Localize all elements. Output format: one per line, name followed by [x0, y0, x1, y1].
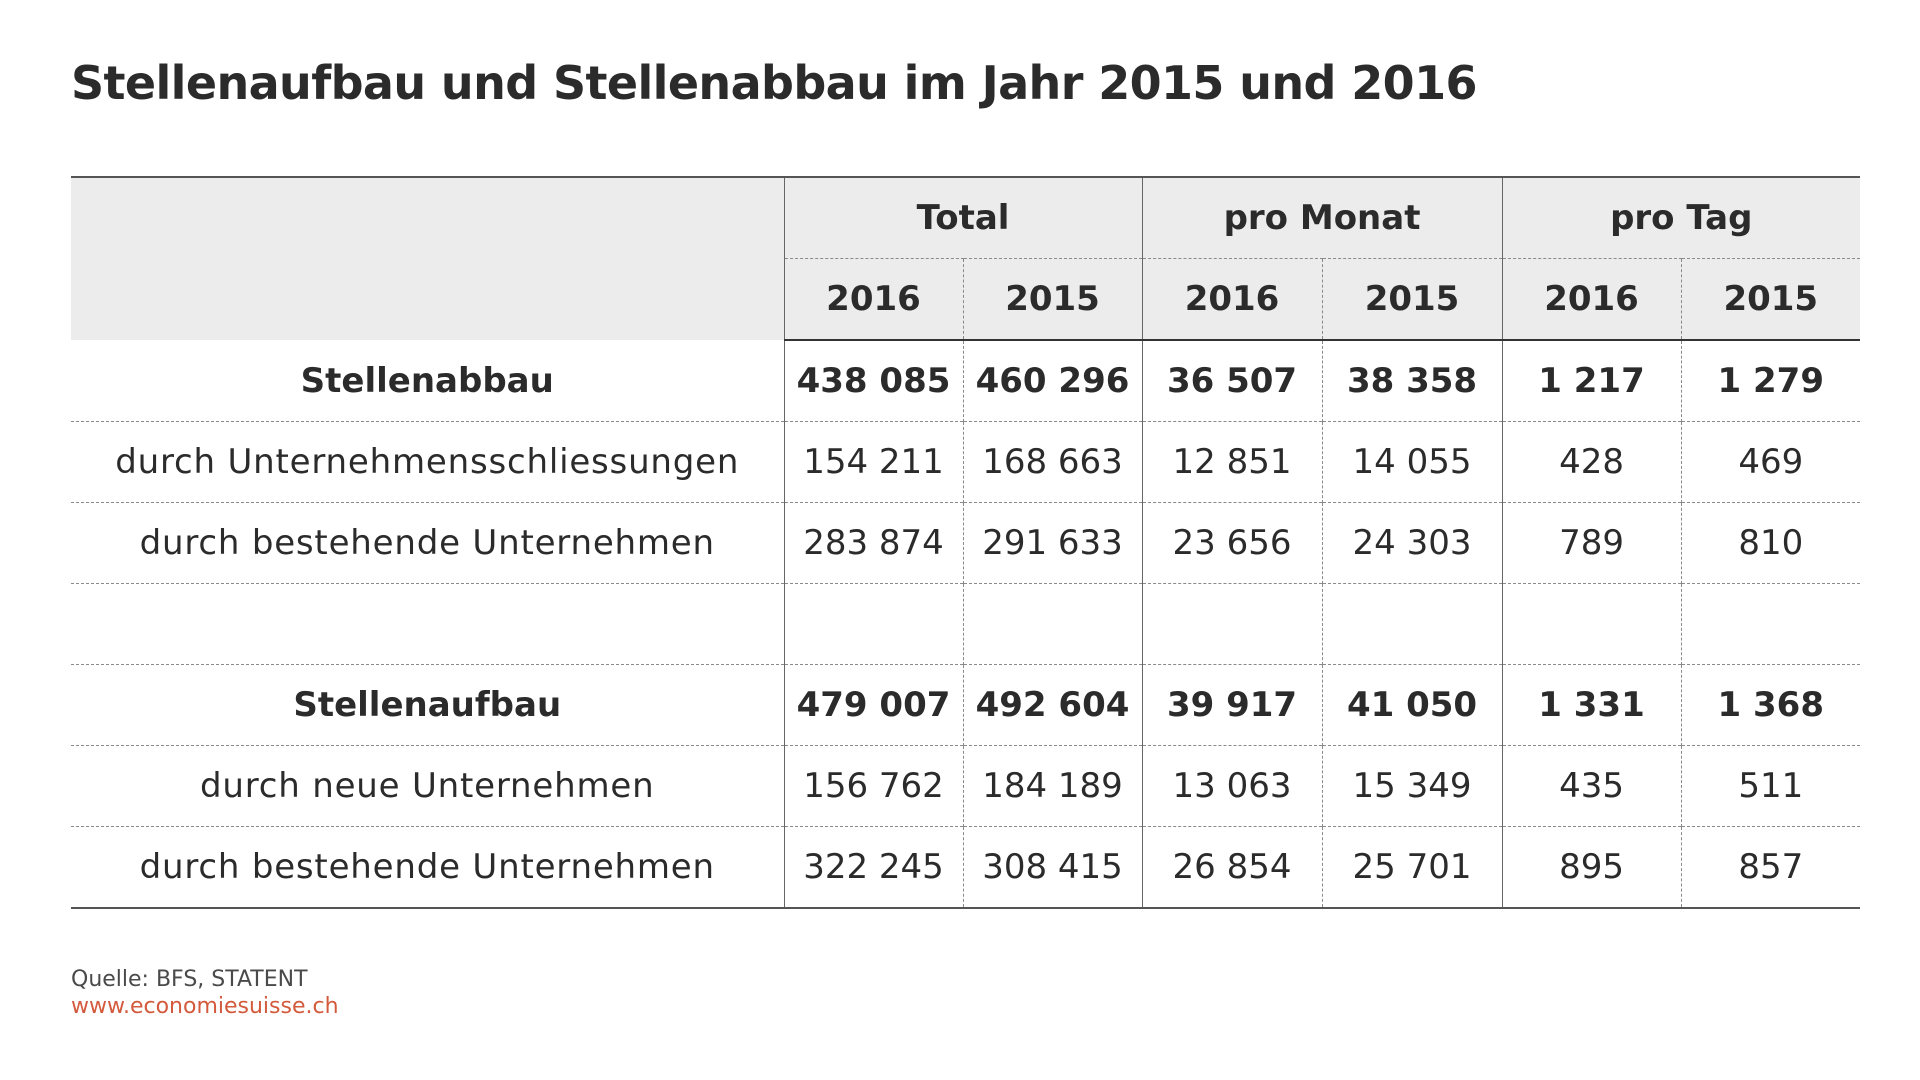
table-cell: 283 874 — [783, 502, 963, 584]
table-cell: 322 245 — [783, 826, 963, 909]
table-cell — [962, 583, 1143, 665]
group-header-pro-tag: pro Tag — [1501, 176, 1861, 259]
table-cell: 14 055 — [1321, 421, 1503, 503]
row-label: durch bestehende Unternehmen — [71, 502, 784, 584]
row-label: durch neue Unternehmen — [71, 745, 784, 827]
table-cell: 492 604 — [962, 664, 1143, 746]
table-cell — [1141, 583, 1323, 665]
year-header: 2016 — [1501, 258, 1682, 341]
group-header-total: Total — [783, 176, 1143, 259]
table-cell: 1 279 — [1680, 340, 1861, 422]
row-label — [71, 583, 784, 665]
table-cell — [1501, 583, 1682, 665]
row-label: Stellenabbau — [300, 360, 554, 401]
table-cell: 15 349 — [1321, 745, 1503, 827]
row-label: durch bestehende Unternehmen — [71, 826, 784, 909]
group-header-pro-monat: pro Monat — [1141, 176, 1503, 259]
table-row: durch bestehende Unternehmen 283 874 291… — [71, 502, 1861, 584]
table-row: durch Unternehmensschliessungen 154 211 … — [71, 421, 1861, 503]
year-header: 2016 — [783, 258, 963, 341]
spacer-row — [71, 583, 1861, 665]
table-cell: 479 007 — [783, 664, 963, 746]
table-cell: 184 189 — [962, 745, 1143, 827]
table-cell: 168 663 — [962, 421, 1143, 503]
table-cell: 23 656 — [1141, 502, 1323, 584]
table-cell: 41 050 — [1321, 664, 1503, 746]
table-row: durch bestehende Unternehmen 322 245 308… — [71, 826, 1861, 909]
year-header-row: 2016 2015 2016 2015 2016 2015 — [71, 258, 1861, 341]
table-cell — [1680, 583, 1861, 665]
table-cell: 39 917 — [1141, 664, 1323, 746]
table-cell: 1 331 — [1501, 664, 1682, 746]
table-row: durch neue Unternehmen 156 762 184 189 1… — [71, 745, 1861, 827]
table-cell: 291 633 — [962, 502, 1143, 584]
data-table: Total pro Monat pro Tag 2016 2015 2016 2… — [71, 176, 1861, 909]
page-title: Stellenaufbau und Stellenabbau im Jahr 2… — [71, 56, 1478, 110]
table-cell: 857 — [1680, 826, 1861, 909]
website-link[interactable]: www.economiesuisse.ch — [71, 994, 339, 1019]
table-cell: 789 — [1501, 502, 1682, 584]
table-cell: 36 507 — [1141, 340, 1323, 422]
year-header: 2015 — [1680, 258, 1861, 341]
year-header: 2015 — [1321, 258, 1503, 341]
table-cell — [783, 583, 963, 665]
table-cell: 1 217 — [1501, 340, 1682, 422]
table-cell: 435 — [1501, 745, 1682, 827]
table-cell: 12 851 — [1141, 421, 1323, 503]
table-cell: 24 303 — [1321, 502, 1503, 584]
table-cell: 38 358 — [1321, 340, 1503, 422]
group-header-row: Total pro Monat pro Tag — [71, 176, 1861, 340]
row-label: Stellenaufbau — [71, 664, 784, 746]
table-cell: 469 — [1680, 421, 1861, 503]
row-label: durch Unternehmensschliessungen — [71, 421, 784, 503]
header-corner — [71, 176, 784, 340]
table-cell — [1321, 583, 1503, 665]
table-cell: 810 — [1680, 502, 1861, 584]
year-header: 2016 — [1141, 258, 1323, 341]
table-cell: 460 296 — [962, 340, 1143, 422]
table-cell: 895 — [1501, 826, 1682, 909]
table-cell: 25 701 — [1321, 826, 1503, 909]
table-cell: 428 — [1501, 421, 1682, 503]
table-cell: 26 854 — [1141, 826, 1323, 909]
table-cell: 156 762 — [783, 745, 963, 827]
table-row-stellenabbau: Stellenabbau 438 085 460 296 36 507 38 3… — [71, 340, 1861, 422]
table-row-stellenaufbau: Stellenaufbau 479 007 492 604 39 917 41 … — [71, 664, 1861, 746]
table-cell: 154 211 — [783, 421, 963, 503]
year-header: 2015 — [962, 258, 1143, 341]
table-cell: 13 063 — [1141, 745, 1323, 827]
table-cell: 1 368 — [1680, 664, 1861, 746]
table-cell: 511 — [1680, 745, 1861, 827]
table-cell: 438 085 — [783, 340, 963, 422]
table-cell: 308 415 — [962, 826, 1143, 909]
source-note: Quelle: BFS, STATENT — [71, 967, 308, 992]
